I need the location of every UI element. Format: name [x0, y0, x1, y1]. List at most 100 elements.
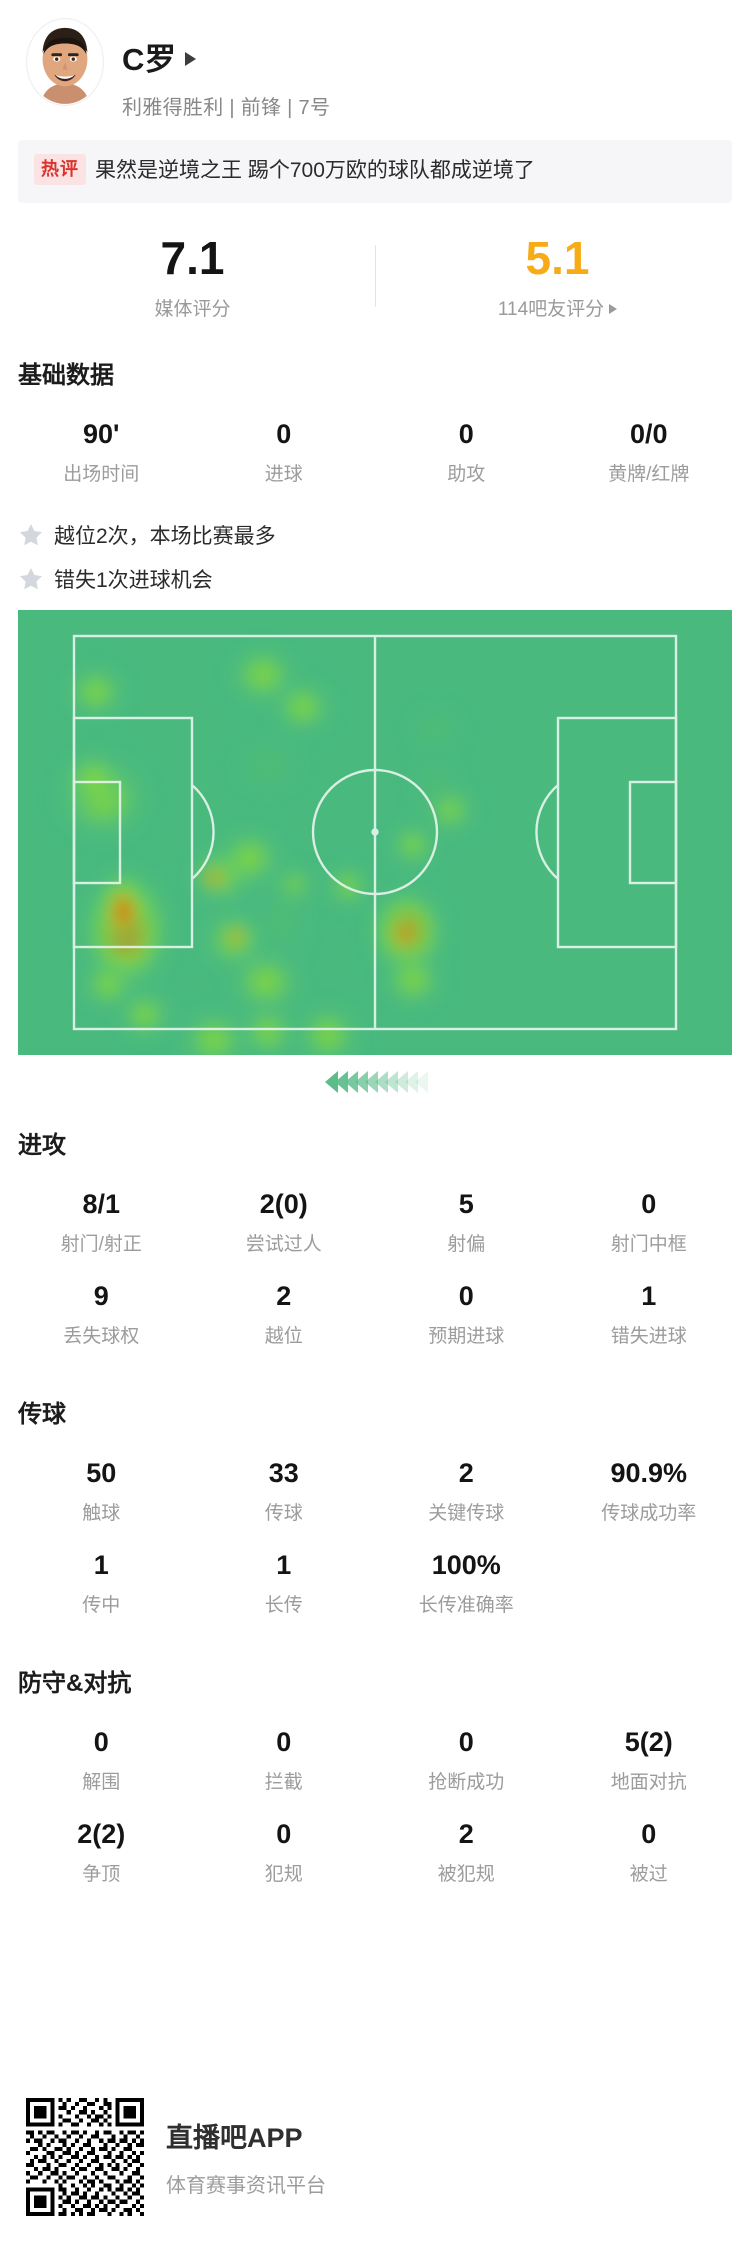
- stat-cell-empty: [558, 1537, 741, 1629]
- fans-rating-value: 5.1: [525, 231, 590, 284]
- stat-cell: 33 传球: [193, 1445, 376, 1537]
- stat-label: 传中: [82, 1594, 121, 1616]
- stat-label: 出场时间: [63, 463, 140, 485]
- highlight-text: 错失1次进球机会: [54, 568, 213, 592]
- stat-label: 射门中框: [610, 1233, 687, 1255]
- stat-value: 90': [83, 418, 120, 449]
- stat-label: 进球: [264, 463, 303, 485]
- stat-value: 0: [641, 1188, 657, 1219]
- stat-value: 90.9%: [610, 1457, 688, 1488]
- list-item: 越位2次，本场比赛最多: [18, 520, 732, 550]
- stat-value: 9: [93, 1280, 109, 1311]
- stat-label: 射偏: [447, 1233, 486, 1255]
- section-title-defense: 防守&对抗: [18, 1669, 132, 1697]
- stat-label: 触球: [82, 1502, 121, 1524]
- stat-cell: 0 拦截: [193, 1714, 376, 1806]
- chevron-left: [325, 1070, 338, 1093]
- stat-value: 0: [276, 1818, 292, 1849]
- stat-label: 传球成功率: [601, 1502, 697, 1524]
- stat-cell: 2(2) 争顶: [10, 1806, 193, 1898]
- triangle-right-icon[interactable]: [609, 303, 618, 314]
- app-desc: 体育赛事资讯平台: [166, 2175, 326, 2197]
- stat-cell: 5(2) 地面对抗: [558, 1714, 741, 1806]
- stat-label: 尝试过人: [245, 1233, 322, 1255]
- stat-value: 33: [268, 1457, 299, 1488]
- stat-value: 50: [86, 1457, 117, 1488]
- stat-label: 长传准确率: [418, 1594, 514, 1616]
- stat-cell: 100% 长传准确率: [375, 1537, 558, 1629]
- stat-cell: 1 错失进球: [558, 1268, 741, 1360]
- stat-cell: 90.9% 传球成功率: [558, 1445, 741, 1537]
- section-title-passing: 传球: [18, 1400, 66, 1428]
- stat-label: 错失进球: [610, 1325, 687, 1347]
- stat-label: 越位: [264, 1325, 303, 1347]
- stat-label: 丢失球权: [63, 1325, 140, 1347]
- page-title: C罗: [122, 42, 177, 77]
- pitch-lines-icon: [72, 634, 678, 1030]
- star-icon: [19, 523, 43, 545]
- fans-rating-label-text: 114吧友评分: [497, 298, 605, 320]
- stat-label: 犯规: [264, 1863, 303, 1885]
- triangle-right-icon[interactable]: [185, 51, 197, 66]
- ratings-row: 7.1 媒体评分 5.1 114吧友评分: [0, 233, 750, 321]
- stat-cell: 8/1 射门/射正: [10, 1176, 193, 1268]
- stat-cell: 2(0) 尝试过人: [193, 1176, 376, 1268]
- stat-cell: 0 犯规: [193, 1806, 376, 1898]
- media-rating: 7.1 媒体评分: [10, 233, 375, 321]
- avatar[interactable]: [26, 18, 104, 106]
- stat-cell: 1 传中: [10, 1537, 193, 1629]
- stat-label: 预期进球: [428, 1325, 505, 1347]
- stat-value: 2(0): [259, 1188, 308, 1219]
- stat-label: 被过: [629, 1863, 668, 1885]
- stat-value: 1: [641, 1280, 657, 1311]
- stat-label: 解围: [82, 1771, 121, 1793]
- hot-comment-badge: 热评: [34, 154, 86, 186]
- stat-value: 2: [276, 1280, 292, 1311]
- stat-value: 0: [458, 1280, 474, 1311]
- media-rating-value: 7.1: [160, 231, 225, 284]
- fans-rating-label[interactable]: 114吧友评分: [375, 294, 740, 321]
- stat-label: 被犯规: [437, 1863, 495, 1885]
- stat-grid-basic: 90' 出场时间 0 进球 0 助攻 0/0 黄牌/红牌: [0, 406, 750, 498]
- stat-value: 0: [641, 1818, 657, 1849]
- player-identity: C罗 利雅得胜利 | 前锋 | 7号: [122, 18, 330, 120]
- chevron-left: [395, 1070, 408, 1093]
- highlight-text: 越位2次，本场比赛最多: [54, 524, 276, 548]
- chevron-left: [335, 1070, 348, 1093]
- app-name: 直播吧APP: [166, 2123, 303, 2153]
- stat-grid-passing: 50 触球 33 传球 2 关键传球 90.9% 传球成功率 1 传中 1 长传…: [0, 1445, 750, 1629]
- stat-cell: 0 被过: [558, 1806, 741, 1898]
- stat-value: 0: [458, 418, 474, 449]
- player-header: C罗 利雅得胜利 | 前锋 | 7号: [0, 0, 750, 120]
- section-title-attack: 进攻: [18, 1131, 66, 1159]
- stat-label: 关键传球: [428, 1502, 505, 1524]
- stat-label: 长传: [264, 1594, 303, 1616]
- media-rating-label: 媒体评分: [10, 294, 375, 321]
- player-name-row[interactable]: C罗: [122, 34, 330, 79]
- stat-label: 地面对抗: [610, 1771, 687, 1793]
- player-heatmap[interactable]: [18, 609, 732, 1055]
- chevron-left: [345, 1070, 358, 1093]
- player-meta: 利雅得胜利 | 前锋 | 7号: [122, 97, 331, 119]
- stat-cell: 0 进球: [193, 406, 376, 498]
- stat-cell: 0 抢断成功: [375, 1714, 558, 1806]
- stat-cell: 0/0 黄牌/红牌: [558, 406, 741, 498]
- app-footer: 直播吧APP 体育赛事资讯平台: [0, 2098, 750, 2250]
- stat-grid-attack: 8/1 射门/射正 2(0) 尝试过人 5 射偏 0 射门中框 9 丢失球权 2…: [0, 1176, 750, 1360]
- stat-value: 2: [458, 1457, 474, 1488]
- qr-code-icon[interactable]: [26, 2098, 144, 2216]
- star-icon: [19, 567, 43, 589]
- stat-cell: 5 射偏: [375, 1176, 558, 1268]
- hot-comment-card[interactable]: 热评 果然是逆境之王 踢个700万欧的球队都成逆境了: [18, 140, 732, 203]
- chevron-left: [415, 1070, 428, 1093]
- media-rating-label-text: 媒体评分: [154, 298, 231, 320]
- list-item: 错失1次进球机会: [18, 564, 732, 594]
- fans-rating[interactable]: 5.1 114吧友评分: [375, 233, 740, 321]
- section-title-basic: 基础数据: [18, 361, 114, 389]
- stat-label: 传球: [264, 1502, 303, 1524]
- stat-value: 0: [276, 1726, 292, 1757]
- chevron-left: [355, 1070, 368, 1093]
- stat-value: 0: [458, 1726, 474, 1757]
- stat-cell: 2 被犯规: [375, 1806, 558, 1898]
